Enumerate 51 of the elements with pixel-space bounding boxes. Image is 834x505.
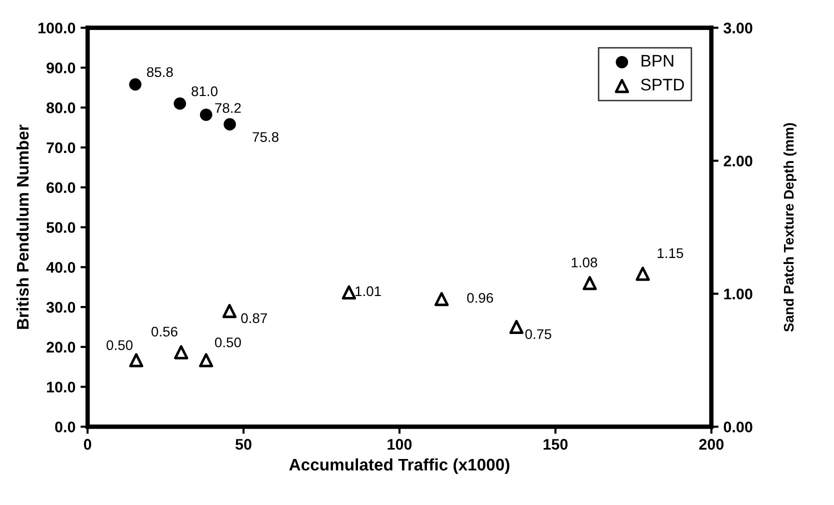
data-label: 78.2 xyxy=(215,103,241,113)
x-tick-label: 200 xyxy=(699,438,724,450)
y2-axis-title: Sand Patch Texture Depth (mm) xyxy=(783,123,796,332)
data-label: 85.8 xyxy=(147,67,173,78)
y-tick-label: 20.0 xyxy=(46,342,76,353)
y2-tick-label: 0.00 xyxy=(724,422,752,432)
point xyxy=(509,320,524,334)
x-tick-label: 150 xyxy=(544,438,568,450)
data-label: 0.56 xyxy=(152,326,178,337)
y2-tick-label: 1.00 xyxy=(724,288,752,300)
point xyxy=(434,292,449,306)
point xyxy=(582,276,597,290)
point xyxy=(174,345,188,360)
x-tick-label: 0 xyxy=(84,438,92,450)
data-label: 1.08 xyxy=(572,258,598,268)
y-tick-label: 80.0 xyxy=(46,102,76,114)
y-tick-label: 60.0 xyxy=(46,182,76,194)
x-tick-label: 100 xyxy=(388,438,412,450)
data-label: 0.87 xyxy=(241,313,267,324)
y-tick-label: 100.0 xyxy=(38,22,76,34)
point xyxy=(222,304,237,318)
data-label: 1.15 xyxy=(658,248,684,258)
data-label: 0.50 xyxy=(106,340,133,350)
point xyxy=(200,108,212,121)
y-axis-title: British Pendulum Number xyxy=(16,124,29,329)
data-label: 0.75 xyxy=(525,329,552,340)
legend-label: SPTD xyxy=(641,78,684,91)
x-tick-label: 50 xyxy=(236,438,252,450)
point xyxy=(129,353,144,368)
x-axis-title: Accumulated Traffic (x1000) xyxy=(289,458,510,474)
y2-tick-label: 2.00 xyxy=(724,156,752,166)
point xyxy=(199,353,214,368)
point xyxy=(174,97,186,110)
legend-label: BPN xyxy=(642,55,674,67)
y-tick-label: 90.0 xyxy=(46,62,76,74)
y-tick-label: 30.0 xyxy=(46,302,76,313)
y2-tick-label: 3.00 xyxy=(724,22,752,34)
point xyxy=(224,118,236,130)
y-tick-label: 70.0 xyxy=(46,142,76,154)
point xyxy=(129,78,142,91)
point xyxy=(636,266,650,281)
y-tick-label: 50.0 xyxy=(46,222,76,233)
data-label: 0.50 xyxy=(214,337,241,348)
point xyxy=(342,285,356,300)
y-tick-label: 0.0 xyxy=(55,422,76,432)
data-label: 81.0 xyxy=(192,86,218,96)
y-tick-label: 10.0 xyxy=(46,382,76,393)
data-label: 75.8 xyxy=(252,132,278,142)
data-label: 0.96 xyxy=(467,292,494,303)
data-label: 1.01 xyxy=(356,286,381,296)
y-tick-label: 40.0 xyxy=(46,262,76,273)
